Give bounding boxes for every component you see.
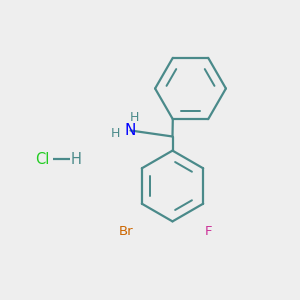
- Text: N: N: [125, 123, 136, 138]
- Text: F: F: [205, 225, 212, 238]
- Text: H: H: [111, 127, 120, 140]
- Text: Cl: Cl: [35, 152, 49, 166]
- Text: H: H: [130, 111, 139, 124]
- Text: Br: Br: [119, 225, 133, 238]
- Text: H: H: [71, 152, 82, 166]
